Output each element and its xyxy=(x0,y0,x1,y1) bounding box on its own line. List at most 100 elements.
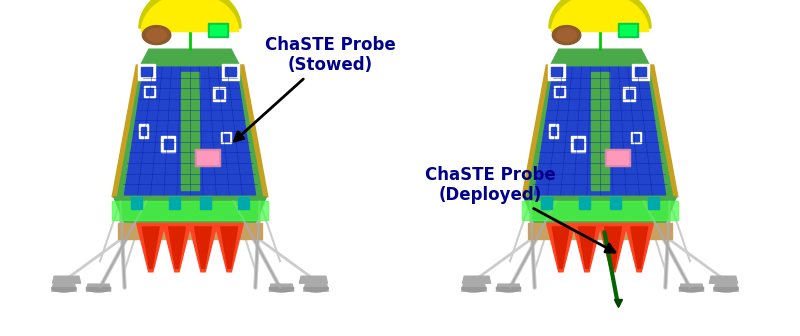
Polygon shape xyxy=(548,64,565,80)
Polygon shape xyxy=(181,72,199,190)
Polygon shape xyxy=(679,288,704,292)
Polygon shape xyxy=(194,227,211,268)
Polygon shape xyxy=(146,88,153,94)
Polygon shape xyxy=(214,87,225,101)
Polygon shape xyxy=(591,72,609,190)
Polygon shape xyxy=(625,223,654,272)
Polygon shape xyxy=(221,227,238,268)
Polygon shape xyxy=(161,136,175,152)
Polygon shape xyxy=(164,139,173,149)
Polygon shape xyxy=(631,132,642,143)
Polygon shape xyxy=(635,67,646,76)
Polygon shape xyxy=(643,65,678,197)
Polygon shape xyxy=(551,127,556,135)
Polygon shape xyxy=(542,197,552,209)
Polygon shape xyxy=(131,197,142,209)
Polygon shape xyxy=(549,124,558,138)
Polygon shape xyxy=(146,29,166,42)
Polygon shape xyxy=(139,0,241,28)
Polygon shape xyxy=(574,139,582,149)
Polygon shape xyxy=(143,86,155,97)
Polygon shape xyxy=(209,23,228,37)
Polygon shape xyxy=(118,223,262,239)
Polygon shape xyxy=(462,284,486,291)
Polygon shape xyxy=(198,151,218,164)
Polygon shape xyxy=(238,197,249,209)
Polygon shape xyxy=(714,288,738,292)
Polygon shape xyxy=(222,64,239,80)
Polygon shape xyxy=(215,223,243,272)
Polygon shape xyxy=(111,201,269,220)
Polygon shape xyxy=(233,65,268,197)
Polygon shape xyxy=(528,223,672,239)
Polygon shape xyxy=(195,149,220,166)
Polygon shape xyxy=(599,223,627,272)
Polygon shape xyxy=(496,288,521,292)
Polygon shape xyxy=(556,88,563,94)
Polygon shape xyxy=(552,227,570,268)
Polygon shape xyxy=(141,127,146,135)
Polygon shape xyxy=(299,276,327,283)
Polygon shape xyxy=(139,124,148,138)
Polygon shape xyxy=(269,288,294,292)
Polygon shape xyxy=(189,223,217,272)
Polygon shape xyxy=(605,227,622,268)
Polygon shape xyxy=(170,197,180,209)
Polygon shape xyxy=(679,284,704,291)
Polygon shape xyxy=(554,86,565,97)
Polygon shape xyxy=(462,288,486,292)
Polygon shape xyxy=(714,284,738,291)
Text: ChaSTE Probe
(Stowed): ChaSTE Probe (Stowed) xyxy=(234,36,395,141)
Polygon shape xyxy=(550,49,650,65)
Polygon shape xyxy=(163,223,191,272)
Polygon shape xyxy=(137,223,165,272)
Polygon shape xyxy=(623,87,635,101)
Polygon shape xyxy=(621,25,636,35)
Polygon shape xyxy=(200,197,210,209)
Polygon shape xyxy=(630,227,648,268)
Polygon shape xyxy=(52,284,76,291)
Polygon shape xyxy=(632,64,650,80)
Polygon shape xyxy=(606,149,630,166)
Polygon shape xyxy=(86,288,111,292)
Polygon shape xyxy=(618,23,638,37)
Polygon shape xyxy=(634,134,639,141)
Polygon shape xyxy=(215,90,222,98)
Polygon shape xyxy=(118,65,262,197)
Polygon shape xyxy=(710,276,738,283)
Polygon shape xyxy=(579,197,590,209)
Polygon shape xyxy=(610,197,621,209)
Polygon shape xyxy=(210,25,226,35)
Polygon shape xyxy=(53,276,81,283)
Polygon shape xyxy=(142,227,159,268)
Polygon shape xyxy=(551,67,562,76)
Polygon shape xyxy=(496,284,521,291)
Polygon shape xyxy=(226,67,236,76)
Polygon shape xyxy=(269,284,294,291)
Polygon shape xyxy=(552,26,581,45)
Polygon shape xyxy=(578,227,595,268)
Polygon shape xyxy=(138,64,155,80)
Polygon shape xyxy=(142,67,152,76)
Polygon shape xyxy=(534,67,666,195)
Polygon shape xyxy=(304,288,328,292)
Polygon shape xyxy=(522,65,557,197)
Polygon shape xyxy=(557,29,577,42)
Polygon shape xyxy=(304,284,328,291)
Polygon shape xyxy=(52,288,76,292)
Polygon shape xyxy=(114,197,266,223)
Polygon shape xyxy=(546,223,575,272)
Polygon shape xyxy=(125,67,255,195)
Polygon shape xyxy=(222,132,231,143)
Polygon shape xyxy=(551,0,649,32)
Polygon shape xyxy=(522,201,678,220)
Polygon shape xyxy=(223,134,230,141)
Polygon shape xyxy=(142,0,238,32)
Polygon shape xyxy=(112,65,147,197)
Polygon shape xyxy=(524,197,676,223)
Polygon shape xyxy=(607,151,628,164)
Polygon shape xyxy=(141,49,239,65)
Polygon shape xyxy=(626,90,633,98)
Polygon shape xyxy=(462,276,490,283)
Polygon shape xyxy=(142,26,171,45)
